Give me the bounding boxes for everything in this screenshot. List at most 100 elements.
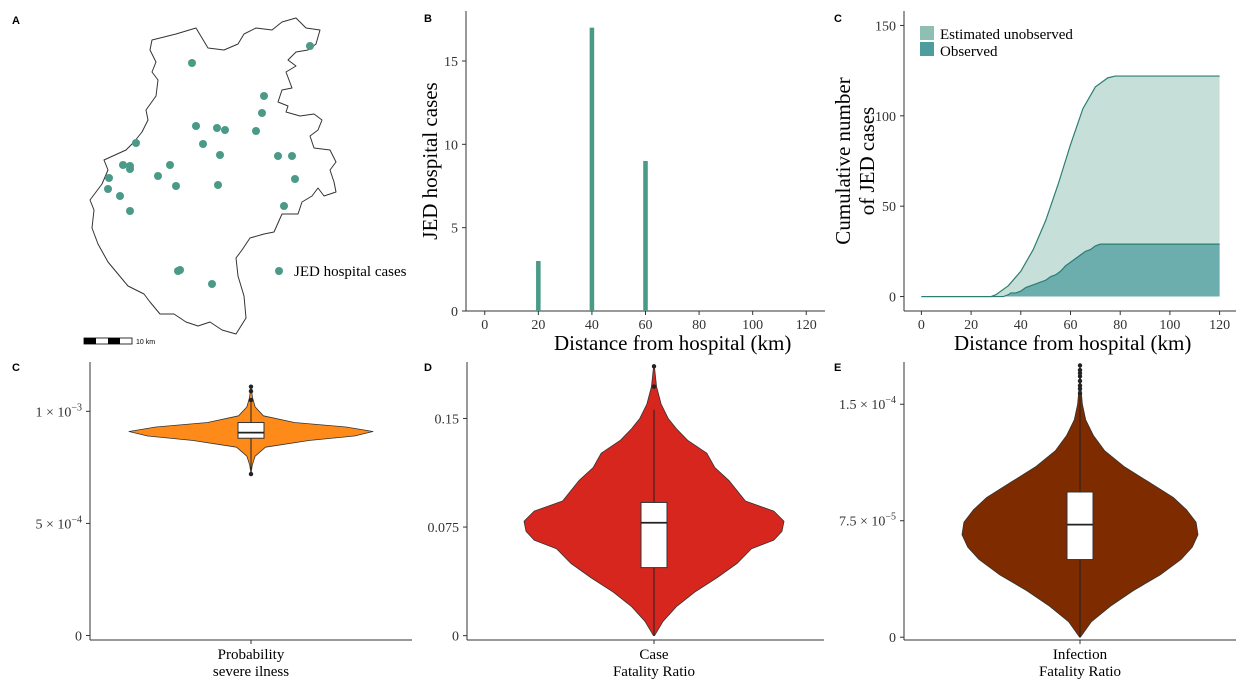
- x-tick-label: 60: [639, 318, 653, 333]
- box: [237, 422, 265, 439]
- case-point: [258, 109, 266, 117]
- y-axis-title-line-2: of JED cases: [855, 107, 879, 215]
- case-point: [104, 185, 112, 193]
- y-tick-label: 1 × 10−3: [35, 402, 82, 420]
- legend-swatch-observed: [920, 42, 934, 56]
- x-axis-label-line-2: Fatality Ratio: [613, 664, 695, 680]
- x-tick-label: 20: [531, 318, 545, 333]
- x-tick-label: 80: [692, 318, 706, 333]
- x-tick-label: 120: [1209, 318, 1230, 333]
- y-tick-label: 150: [875, 19, 896, 34]
- case-point: [105, 174, 113, 182]
- x-tick-label: 0: [481, 318, 488, 333]
- y-tick-label: 0: [75, 630, 82, 645]
- outlier-point: [1077, 374, 1083, 379]
- case-point: [252, 127, 260, 135]
- y-tick-label: 0.075: [428, 521, 460, 536]
- area-outline: [921, 243, 1220, 298]
- case-point: [221, 126, 229, 134]
- case-point: [280, 202, 288, 210]
- case-point: [306, 42, 314, 50]
- case-point: [214, 181, 222, 189]
- x-axis-title: Distance from hospital (km): [554, 331, 791, 355]
- case-point: [172, 182, 180, 190]
- y-tick-label: 0: [889, 291, 896, 306]
- y-axis-title: JED hospital cases: [418, 82, 442, 239]
- case-point: [213, 124, 221, 132]
- outlier-point: [1077, 391, 1083, 396]
- area-observed: [921, 244, 1220, 297]
- case-point: [132, 139, 140, 147]
- case-point: [126, 207, 134, 215]
- panel-b-bar-chart: B 0 20 40 60 80 100 120 0 5 10 15 Distance from ho…: [418, 11, 825, 355]
- x-axis-label-line-1: Case: [639, 647, 669, 663]
- case-point: [216, 151, 224, 159]
- outlier-point: [1077, 386, 1083, 391]
- case-point: [260, 92, 268, 100]
- outlier-point: [248, 397, 254, 403]
- axis-ticks: 0 20 40 60 80 100 120 0 50 100 150: [875, 19, 1230, 333]
- legend-label-observed: Observed: [940, 44, 998, 60]
- y-tick-label: 10: [444, 138, 458, 153]
- case-point: [116, 192, 124, 200]
- x-axis-label-line-1: Infection: [1053, 647, 1108, 663]
- area-estimated-unobserved: [921, 76, 1220, 297]
- case-point: [188, 59, 196, 67]
- axis-ticks: 0 20 40 60 80 100 120 0 5 10 15: [444, 55, 817, 333]
- panel-e-label: E: [834, 362, 841, 374]
- case-point: [291, 175, 299, 183]
- panel-e-violin-infection-fatality: E 0 7.5 × 10−5 1.5 × 10−4 InfectionFatality…: [834, 362, 1236, 680]
- x-tick-label: 100: [742, 318, 763, 333]
- outlier-point: [248, 384, 254, 389]
- x-tick-label: 80: [1113, 318, 1127, 333]
- area-outline: [921, 75, 1220, 298]
- y-tick-label: 0: [889, 631, 896, 646]
- y-tick-label: 0: [452, 630, 459, 645]
- panel-c2-label: C: [12, 362, 20, 374]
- areas: [921, 75, 1220, 298]
- y-tick-label: 5 × 10−4: [35, 514, 82, 532]
- legend-swatch-unobserved: [920, 26, 934, 40]
- outlier-point: [1077, 378, 1083, 384]
- y-tick-label: 7.5 × 10−5: [839, 512, 896, 530]
- y-axis-title-line-1: Cumulative number: [831, 77, 855, 244]
- case-point: [119, 161, 127, 169]
- y-tick-label: 100: [875, 110, 896, 125]
- legend-label-unobserved: Estimated unobserved: [940, 27, 1073, 43]
- bars: [536, 27, 648, 312]
- panel-d-label: D: [424, 362, 432, 374]
- outlier-point: [1077, 383, 1083, 388]
- x-tick-label: 0: [918, 318, 925, 333]
- case-point: [288, 152, 296, 160]
- district-boundary: [89, 17, 337, 335]
- x-tick-label: 60: [1064, 318, 1078, 333]
- x-axis-label-line-2: severe ilness: [213, 664, 289, 680]
- case-point: [199, 140, 207, 148]
- scale-bar: 10 km: [83, 337, 155, 346]
- case-point: [192, 122, 200, 130]
- bar: [536, 261, 541, 311]
- panel-a-map: A JED hospital cases 10 km: [12, 15, 407, 346]
- y-tick-label: 15: [444, 55, 458, 70]
- x-tick-label: 20: [964, 318, 978, 333]
- panel-c-label: C: [834, 13, 842, 25]
- case-point: [154, 172, 162, 180]
- box: [1066, 491, 1094, 561]
- outlier-point: [1077, 363, 1083, 368]
- case-points: [104, 42, 314, 288]
- outlier-point: [248, 471, 254, 477]
- outlier-point: [651, 364, 657, 369]
- x-axis-label-line-2: Fatality Ratio: [1039, 664, 1121, 680]
- legend: Estimated unobserved Observed: [920, 26, 1073, 60]
- case-point: [174, 267, 182, 275]
- x-axis-title: Distance from hospital (km): [954, 331, 1191, 355]
- map-legend-label: JED hospital cases: [294, 264, 407, 280]
- case-point: [208, 280, 216, 288]
- scale-bar-label: 10 km: [136, 339, 155, 346]
- bar: [643, 161, 648, 311]
- panel-c-area-chart: C 0 20 40 60 80 100 120 0 50 100 150 Distance from…: [831, 11, 1236, 355]
- outlier-point: [1077, 370, 1083, 376]
- case-point: [274, 152, 282, 160]
